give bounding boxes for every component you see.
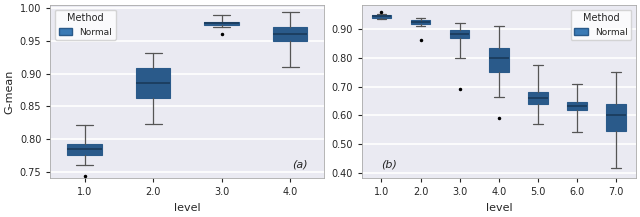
PathPatch shape [205,22,239,25]
Text: (a): (a) [292,159,308,170]
PathPatch shape [136,68,170,98]
Legend: Normal: Normal [55,10,116,40]
PathPatch shape [528,92,548,104]
X-axis label: level: level [486,203,512,213]
PathPatch shape [372,15,391,18]
X-axis label: level: level [174,203,201,213]
Text: (b): (b) [381,159,397,170]
PathPatch shape [67,144,102,155]
Y-axis label: G-mean: G-mean [4,69,14,114]
PathPatch shape [411,20,430,24]
PathPatch shape [489,48,509,72]
PathPatch shape [450,30,470,38]
PathPatch shape [607,104,626,131]
PathPatch shape [273,27,307,41]
PathPatch shape [567,102,587,110]
Legend: Normal: Normal [571,10,631,40]
